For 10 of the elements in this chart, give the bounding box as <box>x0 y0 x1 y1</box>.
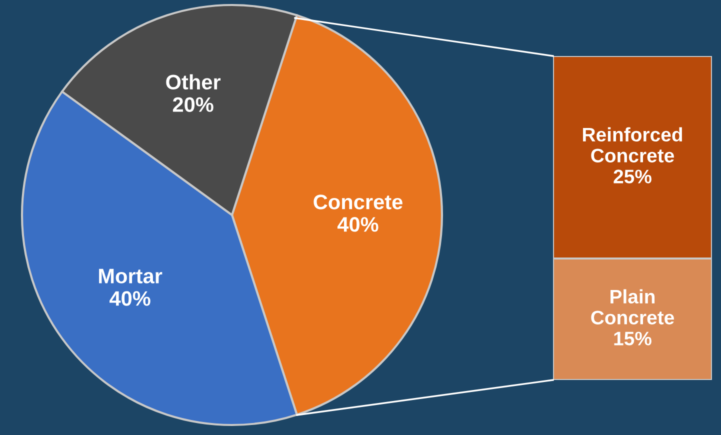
data-label: 40% <box>110 291 150 306</box>
data-label: 40% <box>337 217 378 232</box>
series-label: Reinforced Concrete <box>583 127 682 162</box>
slice-label: Mortar <box>99 268 162 284</box>
slice-label: Other <box>166 74 221 90</box>
slice-label: Concrete <box>314 194 402 210</box>
series-label: Plain Concrete <box>591 289 674 324</box>
data-label: 25% <box>614 170 652 184</box>
data-label: 15% <box>614 332 652 346</box>
data-label: 20% <box>172 97 214 112</box>
